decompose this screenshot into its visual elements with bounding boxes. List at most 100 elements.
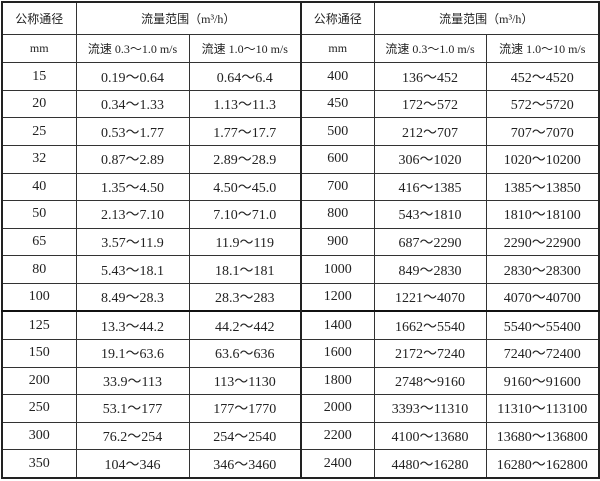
- flow-range-low-speed-cell: 172～572: [373, 89, 487, 119]
- flow-range-high-speed-cell: 707～7070: [485, 117, 600, 146]
- flow-range-high-speed-cell: 0.64～6.4: [188, 62, 302, 91]
- flow-range-high-speed-cell: 113～1130: [188, 366, 302, 396]
- nominal-diameter-cell: 125: [1, 310, 77, 341]
- flow-range-high-speed-cell: 346～3460: [188, 449, 302, 479]
- nominal-diameter-cell: 2200: [300, 421, 375, 451]
- table-row: 350 104～346 346～3460 2400 4480～16280 16280～16…: [1, 449, 600, 479]
- flow-range-low-speed-cell: 543～1810: [373, 200, 487, 229]
- flow-range-low-speed-cell: 3.57～11.9: [75, 227, 190, 257]
- flow-range-low-speed-cell: 3393～11310: [373, 394, 487, 423]
- header-row: 公称通径 流量范围（m³/h） 公称通径 流量范围（m³/h）: [1, 1, 600, 35]
- flow-header-left: 流量范围（m³/h）: [75, 1, 302, 35]
- flow-range-low-speed-cell: 849～2830: [373, 255, 487, 284]
- nominal-diameter-cell: 450: [300, 89, 375, 119]
- flow-range-low-speed-cell: 306～1020: [373, 145, 487, 174]
- flow-range-low-speed-cell: 13.3～44.2: [75, 310, 190, 341]
- flow-range-high-speed-cell: 13680～136800: [485, 421, 600, 451]
- flow-range-high-speed-cell: 254～2540: [188, 421, 302, 451]
- nominal-diameter-cell: 600: [300, 145, 375, 174]
- flow-range-low-speed-cell: 0.53～1.77: [75, 117, 190, 146]
- nominal-diameter-cell: 700: [300, 172, 375, 202]
- flow-range-low-speed-cell: 76.2～254: [75, 421, 190, 451]
- flow-range-low-speed-cell: 4100～13680: [373, 421, 487, 451]
- flow-range-high-speed-cell: 2830～28300: [485, 255, 600, 284]
- nominal-diameter-cell: 500: [300, 117, 375, 146]
- table-row: 200 33.9～113 113～1130 1800 2748～9160 9160～916…: [1, 366, 600, 396]
- flow-range-low-speed-cell: 1221～4070: [373, 282, 487, 312]
- flow-range-low-speed-cell: 19.1～63.6: [75, 339, 190, 368]
- nominal-diameter-cell: 2400: [300, 449, 375, 479]
- table-row: 50 2.13～7.10 7.10～71.0 800 543～1810 1810～1810…: [1, 200, 600, 229]
- table-row: 25 0.53～1.77 1.77～17.7 500 212～707 707～7070: [1, 117, 600, 146]
- flow-range-high-speed-cell: 7.10～71.0: [188, 200, 302, 229]
- flow-range-high-speed-cell: 4070～40700: [485, 282, 600, 312]
- flow-range-low-speed-cell: 212～707: [373, 117, 487, 146]
- speed-high-left: 流速 1.0～10 m/s: [188, 33, 302, 64]
- flow-range-high-speed-cell: 1385～13850: [485, 172, 600, 202]
- flow-range-high-speed-cell: 1810～18100: [485, 200, 600, 229]
- flow-range-high-speed-cell: 2290～22900: [485, 227, 600, 257]
- nominal-diameter-cell: 1800: [300, 366, 375, 396]
- flow-range-high-speed-cell: 18.1～181: [188, 255, 302, 284]
- unit-left: mm: [1, 33, 77, 64]
- nominal-diameter-cell: 20: [1, 89, 77, 119]
- nominal-diameter-cell: 1600: [300, 339, 375, 368]
- flow-range-low-speed-cell: 0.19～0.64: [75, 62, 190, 91]
- flow-range-low-speed-cell: 687～2290: [373, 227, 487, 257]
- nominal-diameter-cell: 900: [300, 227, 375, 257]
- dn-header-left: 公称通径: [1, 1, 77, 35]
- table-row: 125 13.3～44.2 44.2～442 1400 1662～5540 5540～55…: [1, 310, 600, 341]
- table-row: 100 8.49～28.3 28.3～283 1200 1221～4070 4070～40…: [1, 282, 600, 312]
- table-row: 32 0.87～2.89 2.89～28.9 600 306～1020 1020～1020…: [1, 145, 600, 174]
- flow-range-low-speed-cell: 33.9～113: [75, 366, 190, 396]
- flow-range-low-speed-cell: 416～1385: [373, 172, 487, 202]
- flow-range-high-speed-cell: 28.3～283: [188, 282, 302, 312]
- table-row: 80 5.43～18.1 18.1～181 1000 849～2830 2830～2830…: [1, 255, 600, 284]
- flow-range-high-speed-cell: 177～1770: [188, 394, 302, 423]
- flow-range-high-speed-cell: 452～4520: [485, 62, 600, 91]
- table-row: 300 76.2～254 254～2540 2200 4100～13680 13680～1…: [1, 421, 600, 451]
- flow-range-high-speed-cell: 11310～113100: [485, 394, 600, 423]
- flow-range-low-speed-cell: 1662～5540: [373, 310, 487, 341]
- table-row: 250 53.1～177 177～1770 2000 3393～11310 11310～1…: [1, 394, 600, 423]
- nominal-diameter-cell: 400: [300, 62, 375, 91]
- speed-low-left: 流速 0.3～1.0 m/s: [75, 33, 190, 64]
- table-row: 65 3.57～11.9 11.9～119 900 687～2290 2290～22900: [1, 227, 600, 257]
- flow-range-low-speed-cell: 8.49～28.3: [75, 282, 190, 312]
- nominal-diameter-cell: 350: [1, 449, 77, 479]
- unit-right: mm: [300, 33, 375, 64]
- flow-range-high-speed-cell: 63.6～636: [188, 339, 302, 368]
- nominal-diameter-cell: 100: [1, 282, 77, 312]
- nominal-diameter-cell: 32: [1, 145, 77, 174]
- table-row: 20 0.34～1.33 1.13～11.3 450 172～572 572～5720: [1, 89, 600, 119]
- flow-range-high-speed-cell: 16280～162800: [485, 449, 600, 479]
- flow-range-low-speed-cell: 5.43～18.1: [75, 255, 190, 284]
- nominal-diameter-cell: 1000: [300, 255, 375, 284]
- flow-range-high-speed-cell: 572～5720: [485, 89, 600, 119]
- flow-range-high-speed-cell: 1.13～11.3: [188, 89, 302, 119]
- flow-range-low-speed-cell: 2.13～7.10: [75, 200, 190, 229]
- flow-header-right: 流量范围（m³/h）: [373, 1, 600, 35]
- nominal-diameter-cell: 300: [1, 421, 77, 451]
- flow-range-low-speed-cell: 4480～16280: [373, 449, 487, 479]
- flow-range-low-speed-cell: 1.35～4.50: [75, 172, 190, 202]
- nominal-diameter-cell: 25: [1, 117, 77, 146]
- table-row: 40 1.35～4.50 4.50～45.0 700 416～1385 1385～1385…: [1, 172, 600, 202]
- flow-range-high-speed-cell: 7240～72400: [485, 339, 600, 368]
- table-row: 15 0.19～0.64 0.64～6.4 400 136～452 452～4520: [1, 62, 600, 91]
- flow-range-high-speed-cell: 9160～91600: [485, 366, 600, 396]
- nominal-diameter-cell: 800: [300, 200, 375, 229]
- flow-range-high-speed-cell: 2.89～28.9: [188, 145, 302, 174]
- flow-range-low-speed-cell: 104～346: [75, 449, 190, 479]
- flow-range-high-speed-cell: 5540～55400: [485, 310, 600, 341]
- flow-range-high-speed-cell: 4.50～45.0: [188, 172, 302, 202]
- nominal-diameter-cell: 65: [1, 227, 77, 257]
- dn-header-right: 公称通径: [300, 1, 375, 35]
- flow-range-high-speed-cell: 1020～10200: [485, 145, 600, 174]
- flow-range-high-speed-cell: 44.2～442: [188, 310, 302, 341]
- table-row: 150 19.1～63.6 63.6～636 1600 2172～7240 7240～72…: [1, 339, 600, 368]
- speed-low-right: 流速 0.3～1.0 m/s: [373, 33, 487, 64]
- flow-range-low-speed-cell: 2748～9160: [373, 366, 487, 396]
- nominal-diameter-cell: 1400: [300, 310, 375, 341]
